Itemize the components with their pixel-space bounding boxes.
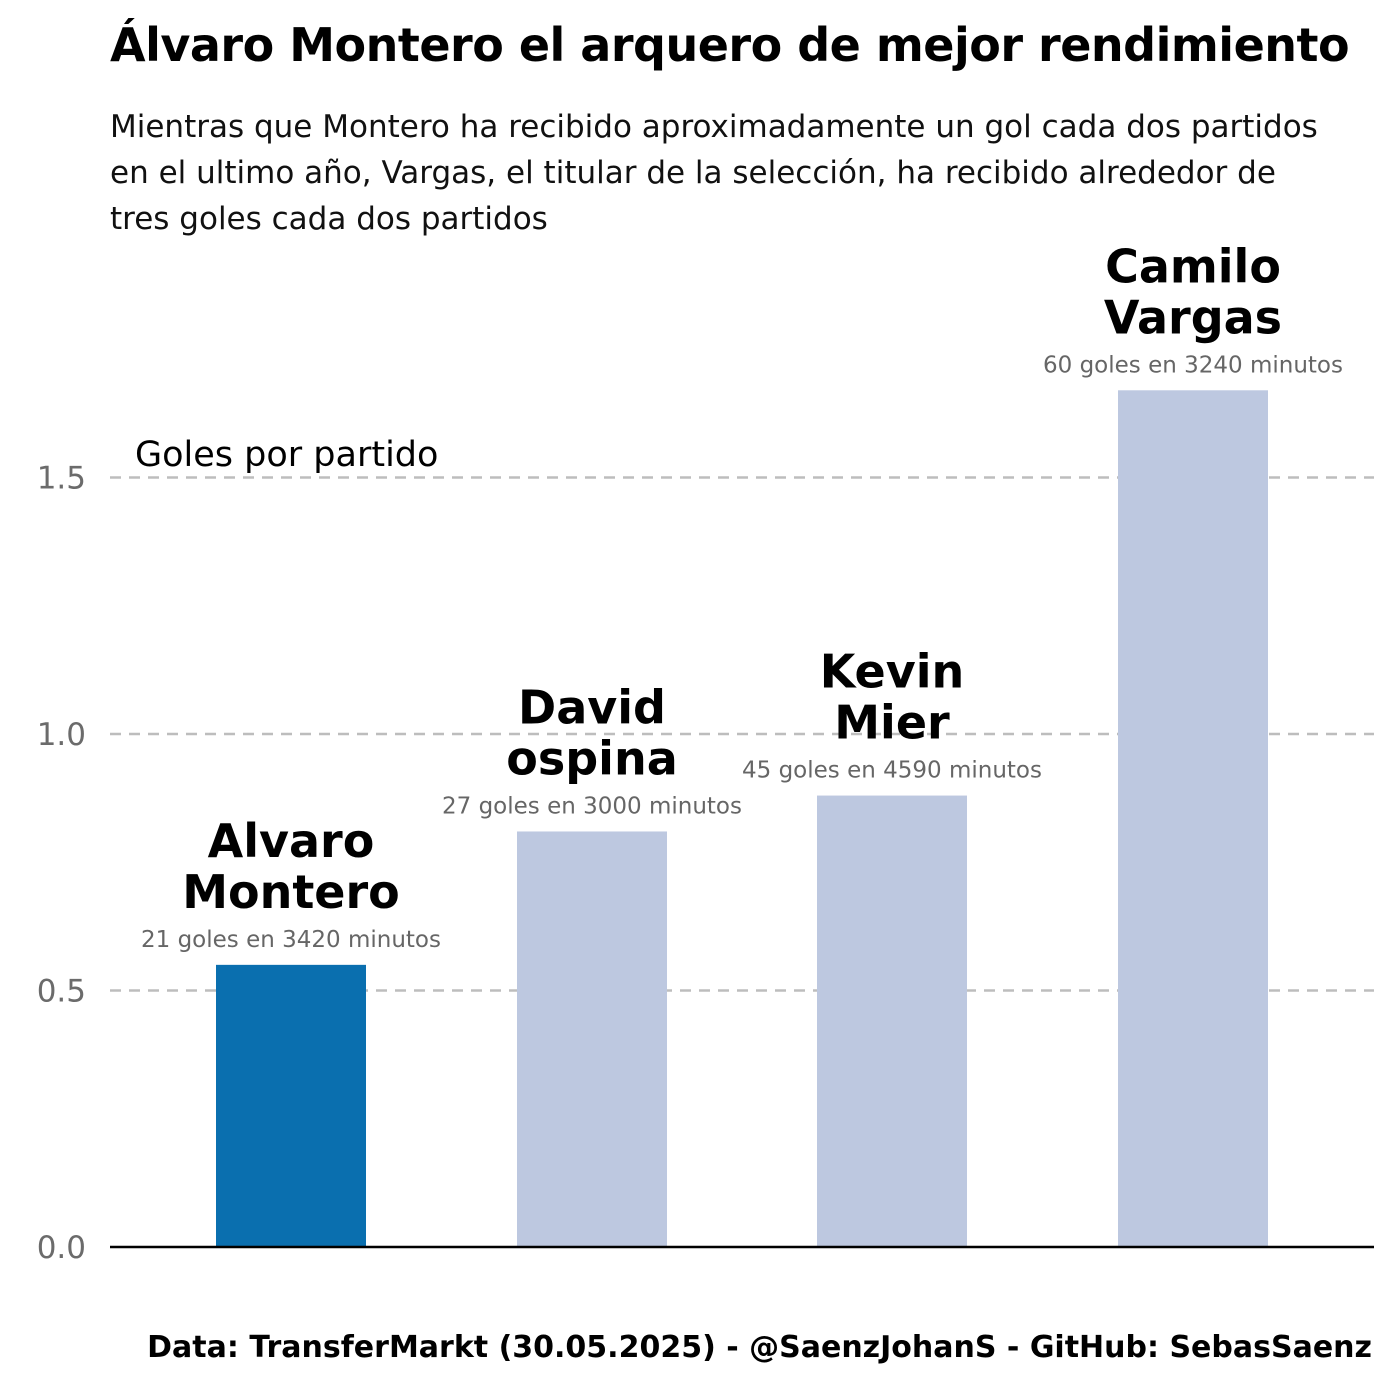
bar-category-label: Kevin Mier <box>820 645 965 750</box>
bar <box>1118 390 1268 1247</box>
y-tick-label: 1.5 <box>37 461 86 497</box>
y-axis-title: Goles por partido <box>135 435 438 475</box>
bar-chart: 0.0 0.5 1.0 1.5 Goles por partido 21 goles … <box>0 0 1400 1300</box>
y-tick-label: 0.5 <box>37 974 86 1010</box>
bar-annotation: 21 goles en 3420 minutos <box>141 927 441 953</box>
bar-annotation: 27 goles en 3000 minutos <box>442 793 742 819</box>
y-axis-ticks: 0.0 0.5 1.0 1.5 <box>37 461 86 1267</box>
bar-category-label: Alvaro Montero <box>182 814 400 919</box>
y-tick-label: 1.0 <box>37 717 86 753</box>
bar <box>517 831 667 1247</box>
bar-category-label: David ospina <box>506 680 677 785</box>
bar <box>216 965 366 1247</box>
bar-category-label: Camilo Vargas <box>1104 239 1282 344</box>
bar-annotation: 45 goles en 4590 minutos <box>742 758 1042 784</box>
bar-annotation: 60 goles en 3240 minutos <box>1043 352 1343 378</box>
bar <box>817 796 967 1247</box>
source-caption: Data: TransferMarkt (30.05.2025) - @Saen… <box>147 1330 1372 1365</box>
y-tick-label: 0.0 <box>37 1230 86 1266</box>
